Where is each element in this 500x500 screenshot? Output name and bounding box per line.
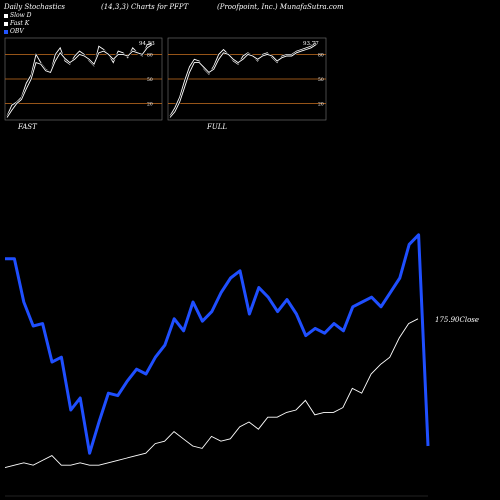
panel-label: FAST (17, 123, 38, 131)
close-annotation: 175.90Close (435, 316, 479, 324)
level-label-80: 80 (147, 52, 153, 58)
level-label-20: 20 (147, 102, 153, 108)
last-value-label: 94.53 (139, 41, 155, 47)
chart-subtitle: (14,3,3) Charts for PFPT (101, 3, 189, 11)
close-line (4, 318, 419, 469)
legend-swatch (4, 29, 8, 34)
chart-title: Daily Stochastics (4, 3, 66, 11)
level-label-80: 80 (318, 52, 324, 58)
legend-item-fast-k: Fast K (4, 20, 29, 27)
level-label-20: 20 (318, 102, 324, 108)
legend-swatch (4, 13, 8, 18)
last-value-label: 93.77 (303, 41, 319, 47)
panel-label: FULL (206, 123, 227, 131)
legend-label: Slow D (10, 12, 32, 19)
legend-swatch (4, 21, 8, 26)
level-label-50: 50 (318, 77, 324, 83)
legend-item-obv: OBV (4, 28, 24, 35)
legend-label: OBV (10, 28, 24, 35)
level-label-50: 50 (147, 77, 153, 83)
series-line-1 (6, 44, 153, 118)
legend-item-slow-d: Slow D (4, 12, 32, 19)
obv-line (5, 233, 430, 455)
series-line-1 (169, 44, 317, 118)
site-credit: (Proofpoint, Inc.) MunafaSutra.com (217, 3, 344, 11)
legend-label: Fast K (10, 20, 30, 27)
series-line-0 (169, 42, 317, 117)
